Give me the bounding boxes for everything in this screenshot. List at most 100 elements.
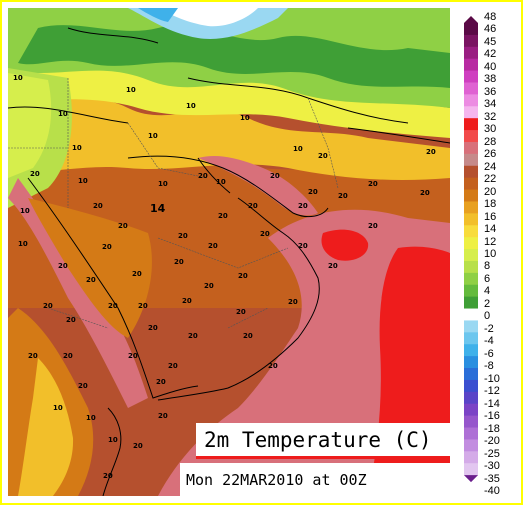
contour-label: 10 (53, 404, 63, 412)
contour-label: 10 (293, 145, 303, 153)
contour-label: 20 (236, 308, 246, 316)
colorbar-swatch (464, 344, 478, 357)
colorbar-tick-label: -10 (484, 372, 500, 385)
contour-label: 20 (158, 412, 168, 420)
contour-label: 20 (103, 472, 113, 480)
colorbar-tick-label: 0 (484, 310, 491, 323)
contour-label: 10 (158, 180, 168, 188)
colorbar-tick-label: 10 (484, 248, 497, 260)
africa-yellow-region (18, 358, 74, 496)
colorbar-swatch (464, 427, 478, 440)
colorbar-tick-label: -20 (484, 435, 500, 448)
colorbar-swatch (464, 106, 478, 119)
colorbar-tick-label: -6 (484, 347, 494, 360)
colorbar-tick-label: 8 (484, 260, 491, 273)
colorbar-tick-label: 22 (484, 173, 497, 186)
contour-label: 20 (268, 362, 278, 370)
colorbar-swatch (464, 296, 478, 310)
colorbar-tick-label: -12 (484, 385, 500, 398)
contour-label: 20 (168, 362, 178, 370)
colorbar-swatch (464, 451, 478, 464)
contour-label: 20 (368, 222, 378, 230)
colorbar-tick-label: 38 (484, 73, 497, 86)
contour-label: 20 (43, 302, 53, 310)
colorbar-swatch (464, 34, 478, 48)
contour-label: 10 (72, 144, 82, 152)
colorbar-tick-label: -4 (484, 335, 494, 348)
contour-label: 20 (238, 272, 248, 280)
contour-label: 20 (328, 262, 338, 270)
colorbar-swatch (464, 70, 478, 83)
colorbar-swatch (464, 213, 478, 226)
colorbar-tick-label: 45 (484, 35, 497, 48)
contour-label: 20 (368, 180, 378, 188)
colorbar-swatch (464, 118, 478, 131)
colorbar-swatch (464, 356, 478, 369)
contour-label: 20 (93, 202, 103, 210)
snow-region (158, 8, 258, 27)
colorbar-tick-label: -30 (484, 460, 500, 473)
colorbar-swatch (464, 201, 478, 214)
colorbar-swatch (464, 260, 478, 274)
contour-label: 20 (182, 297, 192, 305)
contour-label: 20 (78, 382, 88, 390)
colorbar-tick-label: -25 (484, 447, 500, 460)
contour-label: 10 (126, 86, 136, 94)
west-arabia-region (28, 198, 152, 338)
colorbar-tick-label: 28 (484, 135, 497, 148)
contour-label: 20 (128, 352, 138, 360)
colorbar-swatch (464, 415, 478, 429)
contour-label: 20 (66, 316, 76, 324)
colorbar-tick-label: -35 (484, 472, 500, 485)
colorbar-swatch (464, 189, 478, 202)
contour-label: 20 (260, 230, 270, 238)
colorbar-swatch (464, 368, 478, 381)
contour-label: 20 (156, 378, 166, 386)
colorbar-tick-label: -8 (484, 360, 494, 373)
contour-label: 20 (108, 302, 118, 310)
contour-label: 20 (188, 332, 198, 340)
colorbar-tick-label: 6 (484, 272, 491, 285)
colorbar-swatch (464, 272, 478, 286)
colorbar-swatch (464, 308, 478, 321)
contour-label: 20 (243, 332, 253, 340)
colorbar-tick-label: 26 (484, 148, 497, 161)
contour-label: 20 (318, 152, 328, 160)
yellow-region (8, 98, 450, 180)
colorbar-swatch (464, 177, 478, 191)
contour-label: 20 (248, 202, 258, 210)
contour-label: 20 (28, 352, 38, 360)
contour-label: 20 (218, 212, 228, 220)
colorbar-swatch (464, 439, 478, 452)
dark-green-region (18, 25, 450, 88)
colorbar-swatch (464, 165, 478, 179)
colorbar-tick-label: 30 (484, 123, 497, 136)
colorbar-swatch (464, 379, 478, 393)
contour-label: 10 (58, 110, 68, 118)
light-yellow-region (8, 68, 450, 138)
colorbar-swatch (464, 249, 478, 262)
colorbar (464, 16, 478, 494)
colorbar-swatch (464, 403, 478, 417)
colorbar-tick-label: 34 (484, 98, 497, 111)
colorbar-swatch (464, 58, 478, 72)
colorbar-tick-label: 16 (484, 210, 497, 223)
colorbar-swatch (464, 320, 478, 333)
contour-label: 20 (298, 202, 308, 210)
colorbar-svg (464, 16, 478, 483)
contour-label: 20 (174, 258, 184, 266)
map-timestamp: Mon 22MAR2010 at 00Z (180, 463, 450, 496)
contour-label-14: 14 (150, 202, 166, 215)
colorbar-bottom-arrow (464, 475, 478, 483)
contour-label: 20 (86, 276, 96, 284)
colorbar-swatch (464, 130, 478, 143)
contour-label: 10 (20, 207, 30, 215)
colorbar-tick-label: 40 (484, 60, 497, 73)
colorbar-tick-label: -2 (484, 322, 494, 335)
contour-label: 20 (426, 148, 436, 156)
colorbar-swatch (464, 391, 478, 405)
political-borders (8, 78, 339, 329)
